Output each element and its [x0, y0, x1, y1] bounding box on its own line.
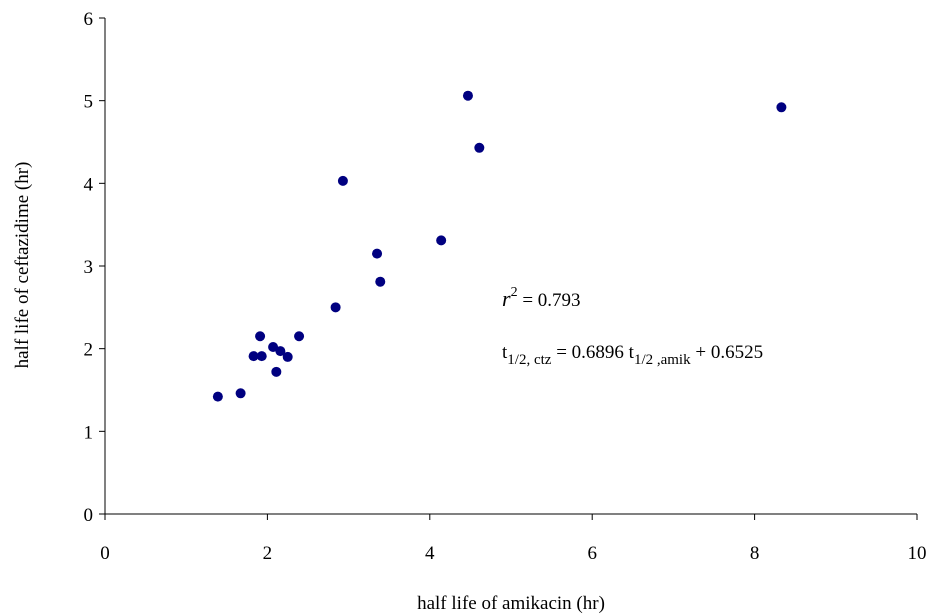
data-point [271, 367, 281, 377]
data-point [338, 176, 348, 186]
data-point [294, 331, 304, 341]
eq-mid: = 0.6896 t [551, 342, 634, 363]
y-tick-label: 6 [84, 9, 94, 30]
data-point [236, 388, 246, 398]
x-tick-label: 0 [100, 543, 110, 564]
y-tick-label: 5 [84, 92, 94, 113]
x-tick-label: 10 [908, 543, 927, 564]
data-point [257, 351, 267, 361]
x-tick-label: 4 [425, 543, 435, 564]
eq-sub: 1/2, ctz [507, 352, 551, 368]
r-power: 2 [511, 285, 518, 300]
eq-end: + 0.6525 [691, 342, 763, 363]
x-tick-label: 8 [750, 543, 760, 564]
r-value: = 0.793 [518, 290, 581, 311]
x-axis-title: half life of amikacin (hr) [417, 593, 605, 614]
eq-sub: 1/2 ,amik [634, 352, 691, 368]
y-tick-label: 1 [84, 422, 94, 443]
chart: half life of amikacin (hr) half life of … [0, 0, 938, 616]
y-tick-label: 3 [84, 257, 94, 278]
y-axis-title: half life of ceftazidime (hr) [12, 162, 33, 369]
data-point [213, 392, 223, 402]
data-point [436, 235, 446, 245]
data-point [474, 143, 484, 153]
data-point [375, 277, 385, 287]
data-point [776, 102, 786, 112]
y-tick-label: 0 [84, 505, 94, 526]
data-point [331, 302, 341, 312]
data-point [255, 331, 265, 341]
y-tick-label: 2 [84, 340, 94, 361]
r-squared-annotation: r2 = 0.793 [502, 285, 581, 311]
data-point [463, 91, 473, 101]
data-point [283, 352, 293, 362]
y-tick-label: 4 [84, 174, 94, 195]
data-point [372, 249, 382, 259]
equation-annotation: t1/2, ctz = 0.6896 t1/2 ,amik + 0.6525 [502, 342, 763, 368]
x-tick-label: 6 [587, 543, 597, 564]
x-tick-label: 2 [263, 543, 273, 564]
